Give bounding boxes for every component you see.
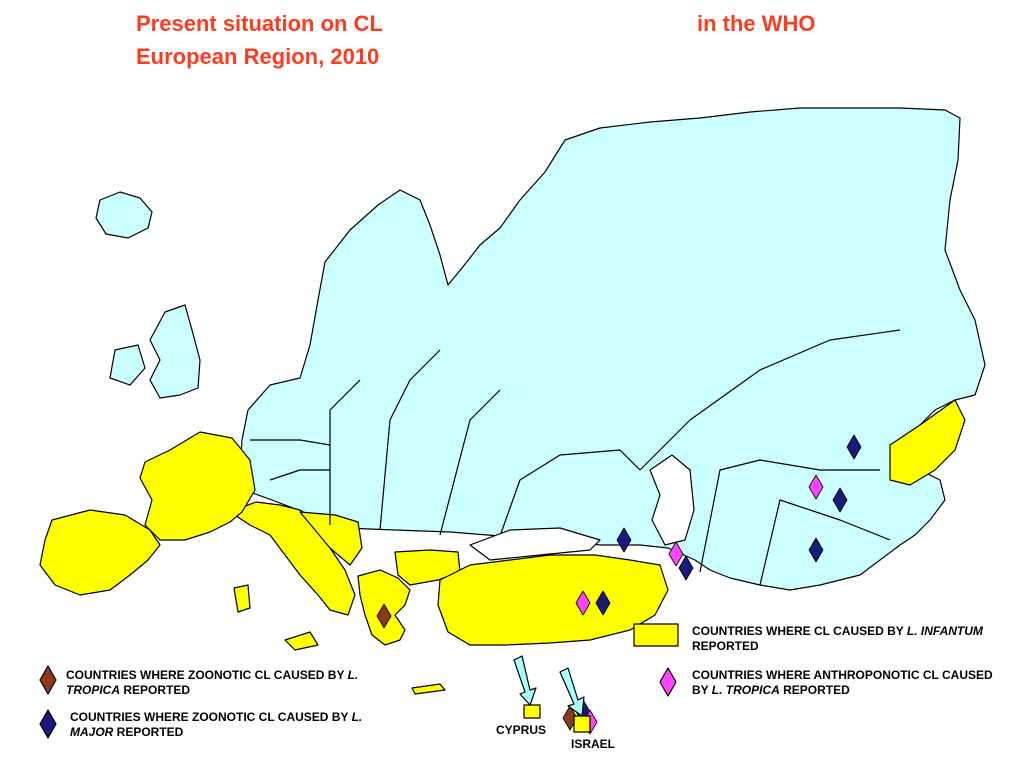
label-cyprus: CYPRUS xyxy=(496,723,547,737)
cyprus-box xyxy=(523,704,541,719)
kyrgyzstan xyxy=(889,399,966,486)
marker-anthroponotic-tropica-uzbekistan xyxy=(808,474,824,500)
cyprus-arrow xyxy=(513,655,537,706)
sardinia xyxy=(233,584,251,613)
turkey xyxy=(437,554,669,646)
legend-zoonotic-tropica: COUNTRIES WHERE ZOONOTIC CL CAUSED BY L.… xyxy=(66,668,359,697)
uk xyxy=(149,304,201,399)
map-title-line1-right: in the WHO xyxy=(697,11,816,36)
marker-zoonotic-major-georgia xyxy=(616,527,632,553)
country-borders xyxy=(250,329,901,586)
legend-zoonotic-tropica-marker xyxy=(39,665,57,695)
israel-arrow xyxy=(559,667,585,717)
sicily xyxy=(284,631,319,651)
legend-infantum-swatch xyxy=(633,623,679,647)
iceland xyxy=(95,191,153,239)
legend-infantum: COUNTRIES WHERE CL CAUSED BY L. INFANTUM… xyxy=(692,624,983,653)
bosnia-croatia xyxy=(299,511,363,566)
iberia xyxy=(39,509,161,596)
israel-box xyxy=(573,715,591,733)
marker-anthroponotic-tropica-azerbaijan xyxy=(668,541,684,567)
france xyxy=(139,431,256,541)
black-sea xyxy=(469,527,601,561)
label-israel: ISRAEL xyxy=(571,737,616,751)
italy xyxy=(229,501,356,616)
legend-zoonotic-major-marker xyxy=(39,709,57,739)
markers-layer xyxy=(376,434,862,735)
marker-zoonotic-major-uzbekistan xyxy=(832,487,848,513)
legend-zoonotic-major: COUNTRIES WHERE ZOONOTIC CL CAUSED BY L.… xyxy=(70,710,363,739)
crete xyxy=(411,683,446,695)
legend-anthroponotic-marker xyxy=(659,667,677,697)
marker-zoonotic-major-turkmenistan xyxy=(808,537,824,563)
marker-zoonotic-major-turkey xyxy=(595,590,611,616)
map-title-line1: Present situation on CL xyxy=(136,11,383,36)
ireland xyxy=(109,344,146,386)
marker-zoonotic-major-azerbaijan xyxy=(678,555,694,581)
caspian-sea xyxy=(649,454,695,546)
marker-zoonotic-tropica-greece xyxy=(376,603,392,629)
main-landmass xyxy=(239,107,986,591)
marker-anthroponotic-tropica-turkey xyxy=(575,590,591,616)
map-title-line2: European Region, 2010 xyxy=(136,44,380,69)
legend-anthroponotic-tropica: COUNTRIES WHERE ANTHROPONOTIC CL CAUSED … xyxy=(692,668,993,697)
marker-zoonotic-major-kazakhstan xyxy=(846,434,862,460)
